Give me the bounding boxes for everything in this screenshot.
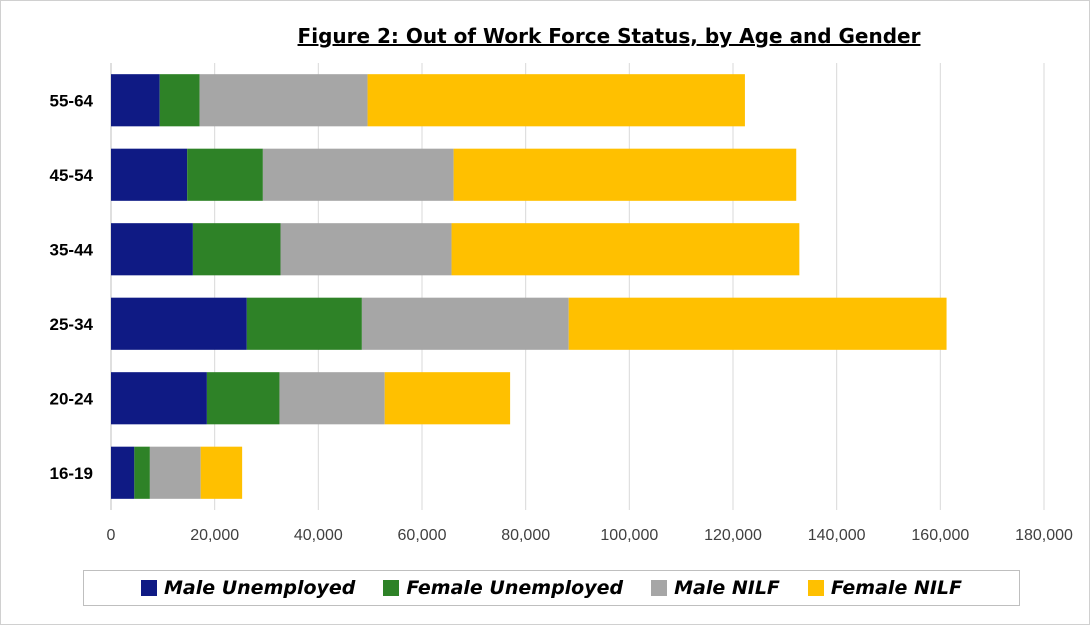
bar-segment bbox=[111, 372, 207, 425]
category-labels: 16-19 20-24 25-34 35-44 45-54 55-64 bbox=[50, 91, 94, 483]
bar-segment bbox=[568, 297, 947, 350]
bar-segment bbox=[451, 223, 800, 276]
x-tick-label: 120,000 bbox=[704, 527, 762, 544]
legend-item: Male Unemployed bbox=[140, 577, 356, 599]
bar-segment bbox=[367, 74, 745, 127]
x-tick-label: 0 bbox=[107, 527, 116, 544]
bar-segment bbox=[384, 372, 511, 425]
legend-swatch bbox=[651, 580, 668, 596]
bar-segment bbox=[111, 297, 247, 350]
bar-segment bbox=[159, 74, 200, 127]
bar-segment bbox=[246, 297, 362, 350]
legend: Male Unemployed Female Unemployed Male NIL… bbox=[83, 570, 1020, 606]
legend-label: Female Unemployed bbox=[406, 577, 624, 599]
bar-segment bbox=[453, 148, 797, 201]
bar-segment bbox=[200, 446, 243, 499]
category-label: 55-64 bbox=[50, 91, 94, 110]
bar-segment bbox=[280, 223, 452, 276]
legend-swatch bbox=[140, 580, 157, 596]
legend-swatch bbox=[807, 580, 824, 596]
category-label: 16-19 bbox=[50, 464, 93, 483]
x-tick-label: 100,000 bbox=[600, 527, 658, 544]
x-tick-label: 20,000 bbox=[190, 527, 239, 544]
x-tick-label: 180,000 bbox=[1015, 527, 1073, 544]
bars bbox=[111, 74, 947, 499]
x-tick-label: 160,000 bbox=[911, 527, 969, 544]
category-label: 35-44 bbox=[50, 240, 94, 259]
bar-segment bbox=[149, 446, 201, 499]
legend-label: Male NILF bbox=[674, 577, 780, 599]
gridlines bbox=[110, 63, 1045, 510]
x-tick-label: 140,000 bbox=[808, 527, 866, 544]
legend-swatch bbox=[383, 580, 400, 596]
bar-segment bbox=[111, 446, 135, 499]
legend-item: Female Unemployed bbox=[383, 577, 623, 599]
bar-segment bbox=[111, 74, 160, 127]
bar-segment bbox=[192, 223, 281, 276]
x-tick-labels: 0 20,000 40,000 60,000 80,000 100,000 120,000 1… bbox=[107, 527, 1073, 544]
bar-segment bbox=[187, 148, 263, 201]
bar-segment bbox=[279, 372, 385, 425]
bar-segment bbox=[111, 148, 188, 201]
legend-label: Female NILF bbox=[830, 577, 963, 599]
bar-segment bbox=[361, 297, 569, 350]
bar-segment bbox=[262, 148, 454, 201]
bar-segment bbox=[134, 446, 150, 499]
bar-segment bbox=[111, 223, 193, 276]
x-tick-label: 60,000 bbox=[398, 527, 447, 544]
category-label: 25-34 bbox=[50, 315, 94, 334]
category-label: 45-54 bbox=[50, 166, 94, 185]
category-label: 20-24 bbox=[50, 389, 94, 408]
legend-item: Male NILF bbox=[651, 577, 780, 599]
legend-label: Male Unemployed bbox=[163, 577, 356, 599]
x-tick-label: 40,000 bbox=[294, 527, 343, 544]
bar-segment bbox=[199, 74, 368, 127]
x-tick-label: 80,000 bbox=[501, 527, 550, 544]
legend-item: Female NILF bbox=[807, 577, 963, 599]
bar-segment bbox=[206, 372, 280, 425]
chart-title: Figure 2: Out of Work Force Status, by A… bbox=[297, 24, 921, 48]
